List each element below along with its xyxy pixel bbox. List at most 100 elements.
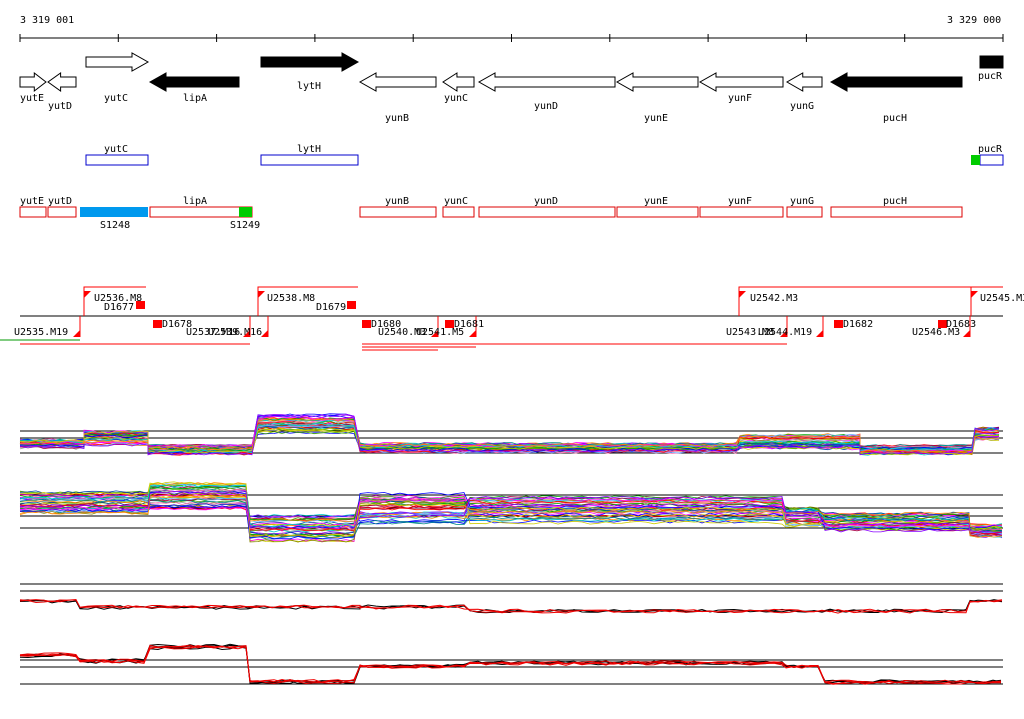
d-feature-marker	[362, 320, 371, 328]
gene-arrow-track: yutE yutD yutC lipA lytH yunB yunC yunD yunE yunF…	[19, 52, 1004, 124]
expression-trace	[19, 414, 1000, 456]
blue-box-lyth[interactable]	[260, 154, 359, 166]
gene-arrow-puch[interactable]	[829, 72, 963, 92]
d-feature-label[interactable]: D1678	[162, 319, 192, 330]
coordinate-ruler: 3 319 001 3 329 000	[19, 15, 1004, 42]
gene-label-yune: yunE	[644, 113, 668, 124]
gene-arrow-yunc[interactable]	[442, 72, 475, 92]
gene-arrow-lipa[interactable]	[148, 72, 240, 92]
gene-arrow-yute[interactable]	[19, 71, 47, 93]
lower-feature-label[interactable]: U2535.M19	[14, 327, 68, 338]
expression-trace	[19, 645, 1002, 685]
expression-traces	[19, 413, 1003, 685]
lower-feature-label[interactable]: U2544.M19	[758, 327, 812, 338]
red-box-label-yung: yunG	[790, 196, 814, 207]
red-box-yunf[interactable]	[699, 206, 784, 218]
d-feature-marker	[938, 320, 947, 328]
red-box-label-yutd: yutD	[48, 196, 72, 207]
gene-label-pucr: pucR	[978, 71, 1003, 82]
red-box-yund[interactable]	[478, 206, 616, 218]
lower-feature-label[interactable]: U2539.M16	[208, 327, 262, 338]
upper-feature-marker	[739, 291, 746, 298]
upper-feature-line	[257, 286, 358, 316]
upper-feature-line	[970, 286, 1003, 316]
gene-arrow-yune[interactable]	[615, 72, 699, 92]
gene-arrow-yunf[interactable]	[698, 72, 784, 92]
expression-trace	[19, 490, 1003, 533]
lower-feature-marker	[816, 330, 823, 337]
lower-feature-label[interactable]: U2543.M8	[726, 327, 774, 338]
expression-trace	[19, 490, 1003, 536]
d-feature-label[interactable]: D1681	[454, 319, 484, 330]
lower-feature-marker	[431, 330, 438, 337]
highlight-s1248[interactable]	[80, 207, 148, 217]
d-feature-marker	[834, 320, 843, 328]
expression-trace	[19, 427, 1000, 456]
highlight-s1249[interactable]	[239, 207, 252, 217]
lower-feature-marker	[780, 330, 787, 337]
expression-trace	[19, 481, 1003, 538]
gene-arrow-yunb[interactable]	[358, 72, 437, 92]
d-feature-label[interactable]: D1679	[316, 302, 346, 313]
lower-feature-label[interactable]: U2537.M16	[186, 327, 240, 338]
red-box-yune[interactable]	[616, 206, 699, 218]
upper-feature-label[interactable]: U2545.M3	[980, 293, 1024, 304]
gene-label-yung: yunG	[790, 101, 814, 112]
lower-feature-label[interactable]: U2541.M5	[416, 327, 464, 338]
red-box-label-yunb: yunB	[385, 196, 409, 207]
d-feature-label[interactable]: D1683	[946, 319, 976, 330]
d-feature-label[interactable]: D1677	[104, 302, 134, 313]
ruler-start-label: 3 319 001	[20, 15, 74, 26]
gene-label-yutd: yutD	[48, 101, 72, 112]
lower-feature-marker	[469, 330, 476, 337]
red-box-yunb[interactable]	[359, 206, 437, 218]
gene-arrow-yutc[interactable]	[85, 52, 150, 72]
d-feature-marker	[445, 320, 454, 328]
blue-box-pucr[interactable]	[979, 154, 1004, 166]
lower-feature-label[interactable]: U2546.M3	[912, 327, 960, 338]
blue-box-yutc[interactable]	[85, 154, 149, 166]
expression-trace	[19, 488, 1003, 533]
red-box-label-yune: yunE	[644, 196, 668, 207]
d-feature-label[interactable]: D1682	[843, 319, 873, 330]
expression-trace	[19, 645, 1002, 684]
red-box-puch[interactable]	[830, 206, 963, 218]
gene-arrow-yutd[interactable]	[47, 72, 77, 92]
red-box-yute[interactable]	[19, 206, 47, 218]
expression-trace	[19, 483, 1003, 538]
feature-track: U2536.M8 U2538.M8 U2542.M3 U2545.M3 U2535.M1…	[0, 286, 1024, 351]
red-box-label-puch: pucH	[883, 196, 907, 207]
gene-arrow-pucr[interactable]	[979, 55, 1004, 69]
d-feature-marker	[347, 301, 356, 309]
red-box-label-lipa: lipA	[183, 196, 207, 207]
gene-arrow-yund[interactable]	[477, 72, 616, 92]
expression-trace	[20, 421, 999, 455]
gene-label-yutc: yutC	[104, 93, 128, 104]
blue-box-label-pucr: pucR	[978, 144, 1003, 155]
blue-box-label-yutc: yutC	[104, 144, 128, 155]
blue-box-label-lyth: lytH	[297, 144, 321, 155]
expression-trace	[19, 495, 1003, 538]
upper-feature-marker	[84, 291, 91, 298]
red-box-lipa[interactable]	[149, 206, 253, 218]
expression-trace	[19, 497, 1003, 528]
upper-feature-label[interactable]: U2542.M3	[750, 293, 798, 304]
red-box-track: yutE yutD lipA yunB yunC yunD yunE yunF yunG pucH…	[19, 196, 963, 231]
upper-feature-label[interactable]: U2536.M8	[94, 293, 142, 304]
d-feature-marker	[153, 320, 162, 328]
red-box-yung[interactable]	[786, 206, 823, 218]
gene-label-yunc: yunC	[444, 93, 468, 104]
gene-arrow-lyth[interactable]	[260, 52, 360, 72]
pucR-green-marker	[971, 155, 980, 165]
d-feature-label[interactable]: D1680	[371, 319, 401, 330]
gene-arrow-yung[interactable]	[785, 72, 823, 92]
red-box-yutd[interactable]	[47, 206, 77, 218]
upper-feature-label[interactable]: U2538.M8	[267, 293, 315, 304]
lower-feature-label[interactable]: U2540.M3	[378, 327, 426, 338]
gene-label-yute: yutE	[20, 93, 44, 104]
d-feature-marker	[136, 301, 145, 309]
upper-feature-marker	[258, 291, 265, 298]
red-box-yunc[interactable]	[442, 206, 475, 218]
upper-feature-marker	[971, 291, 978, 298]
